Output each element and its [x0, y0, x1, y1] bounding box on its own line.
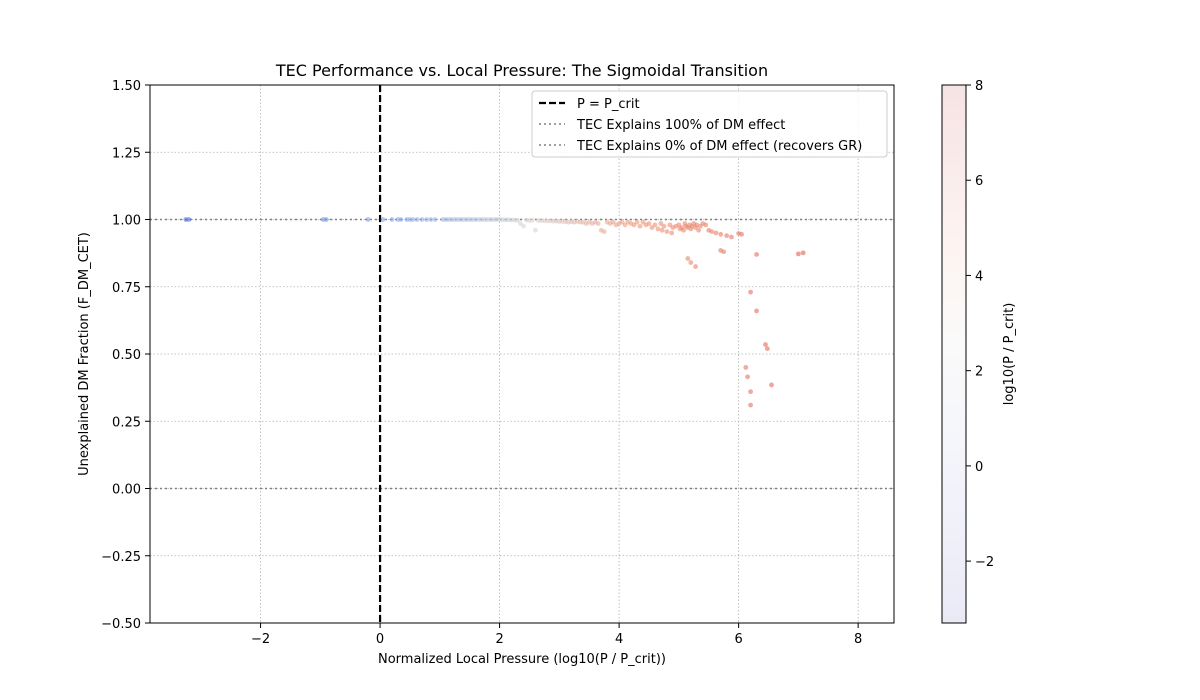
- scatter-point: [748, 289, 753, 295]
- scatter-point: [637, 223, 643, 229]
- scatter-point: [763, 342, 768, 347]
- scatter-point: [769, 382, 774, 388]
- x-tick-label: −2: [251, 632, 270, 647]
- scatter-point: [634, 219, 640, 225]
- scatter-point: [795, 251, 801, 257]
- chart-title: TEC Performance vs. Local Pressure: The …: [275, 61, 768, 80]
- y-tick-label: 0.75: [112, 281, 141, 296]
- scatter-point: [743, 365, 749, 370]
- legend-entry-p-crit: P = P_crit: [577, 97, 640, 112]
- scatter-point: [432, 217, 438, 222]
- scatter-point: [669, 230, 675, 236]
- scatter-point: [681, 227, 687, 233]
- grid-lines: [150, 84, 894, 624]
- colorbar: [941, 84, 967, 624]
- scatter-point: [693, 264, 698, 269]
- colorbar-tick-label: 2: [975, 365, 983, 380]
- scatter-point: [646, 221, 652, 226]
- scatter-point: [521, 223, 526, 229]
- scatter-point: [754, 308, 759, 314]
- colorbar-tick-label: 0: [975, 460, 983, 475]
- scatter-point: [410, 217, 416, 222]
- x-tick-label: 4: [615, 632, 623, 647]
- scatter-point: [659, 227, 665, 233]
- x-axis-ticks: −2 0 2 4 6 8: [251, 623, 862, 647]
- scatter-point: [688, 260, 694, 265]
- y-tick-label: −0.50: [101, 617, 141, 632]
- colorbar-label: log10(P / P_crit): [1002, 303, 1017, 406]
- colorbar-ticks: −2 0 2 4 6 8: [966, 79, 994, 570]
- x-tick-label: 8: [854, 632, 862, 647]
- scatter-point: [713, 230, 719, 236]
- scatter-point: [533, 227, 538, 233]
- scatter-point: [748, 389, 753, 395]
- y-tick-label: 0.00: [112, 483, 141, 498]
- scatter-point: [419, 217, 425, 222]
- x-axis-label: Normalized Local Pressure (log10(P / P_c…: [378, 652, 666, 667]
- scatter-point: [595, 221, 601, 226]
- scatter-point: [800, 250, 806, 256]
- scatter-point: [655, 226, 661, 232]
- scatter-point: [748, 402, 753, 408]
- colorbar-tick-label: 4: [975, 269, 983, 284]
- y-tick-label: 0.25: [112, 415, 141, 430]
- scatter-point: [601, 229, 607, 235]
- scatter-point: [186, 217, 192, 222]
- scatter-point: [739, 231, 745, 237]
- scatter-points: [183, 217, 806, 408]
- scatter-point: [724, 233, 730, 239]
- legend-entry-0: TEC Explains 0% of DM effect (recovers G…: [576, 139, 862, 154]
- scatter-point: [729, 234, 734, 240]
- y-tick-label: 1.00: [112, 214, 141, 229]
- legend-entry-100: TEC Explains 100% of DM effect: [576, 118, 785, 133]
- legend: P = P_crit TEC Explains 100% of DM effec…: [531, 90, 888, 158]
- scatter-point: [661, 223, 667, 229]
- scatter-point: [323, 217, 329, 222]
- scatter-point: [530, 217, 535, 223]
- legend-box: [531, 90, 888, 158]
- scatter-point: [424, 217, 430, 222]
- scatter-point: [764, 346, 770, 352]
- scatter-point: [664, 229, 670, 235]
- scatter-point: [398, 217, 404, 222]
- scatter-point: [718, 231, 724, 237]
- scatter-point: [703, 222, 709, 228]
- x-tick-label: 6: [734, 632, 742, 647]
- colorbar-tick-label: −2: [975, 555, 994, 570]
- x-tick-label: 0: [376, 632, 384, 647]
- y-axis-label: Unexplained DM Fraction (F_DM_CET): [77, 232, 92, 476]
- scatter-point: [721, 249, 727, 255]
- scatter-point: [696, 227, 701, 233]
- scatter-point: [414, 217, 420, 222]
- scatter-point: [428, 217, 434, 222]
- reference-lines: [150, 85, 894, 623]
- colorbar-tick-label: 6: [975, 174, 983, 189]
- x-tick-label: 2: [495, 632, 503, 647]
- y-tick-label: 1.50: [112, 79, 141, 94]
- scatter-point: [745, 374, 750, 380]
- scatter-point: [380, 217, 386, 222]
- scatter-point: [389, 217, 395, 222]
- scatter-point: [652, 222, 658, 228]
- y-tick-label: 1.25: [112, 146, 141, 161]
- scatter-point: [365, 217, 371, 222]
- y-tick-label: −0.25: [101, 550, 141, 565]
- scatter-point: [685, 256, 691, 261]
- scatter-point: [754, 252, 759, 257]
- colorbar-tick-label: 8: [975, 79, 983, 94]
- scatter-point: [709, 229, 715, 235]
- y-axis-ticks: −0.50 −0.25 0.00 0.25 0.50 0.75 1.00 1.25 1.50: [101, 79, 150, 632]
- y-tick-label: 0.50: [112, 348, 141, 363]
- scatter-point: [515, 217, 520, 223]
